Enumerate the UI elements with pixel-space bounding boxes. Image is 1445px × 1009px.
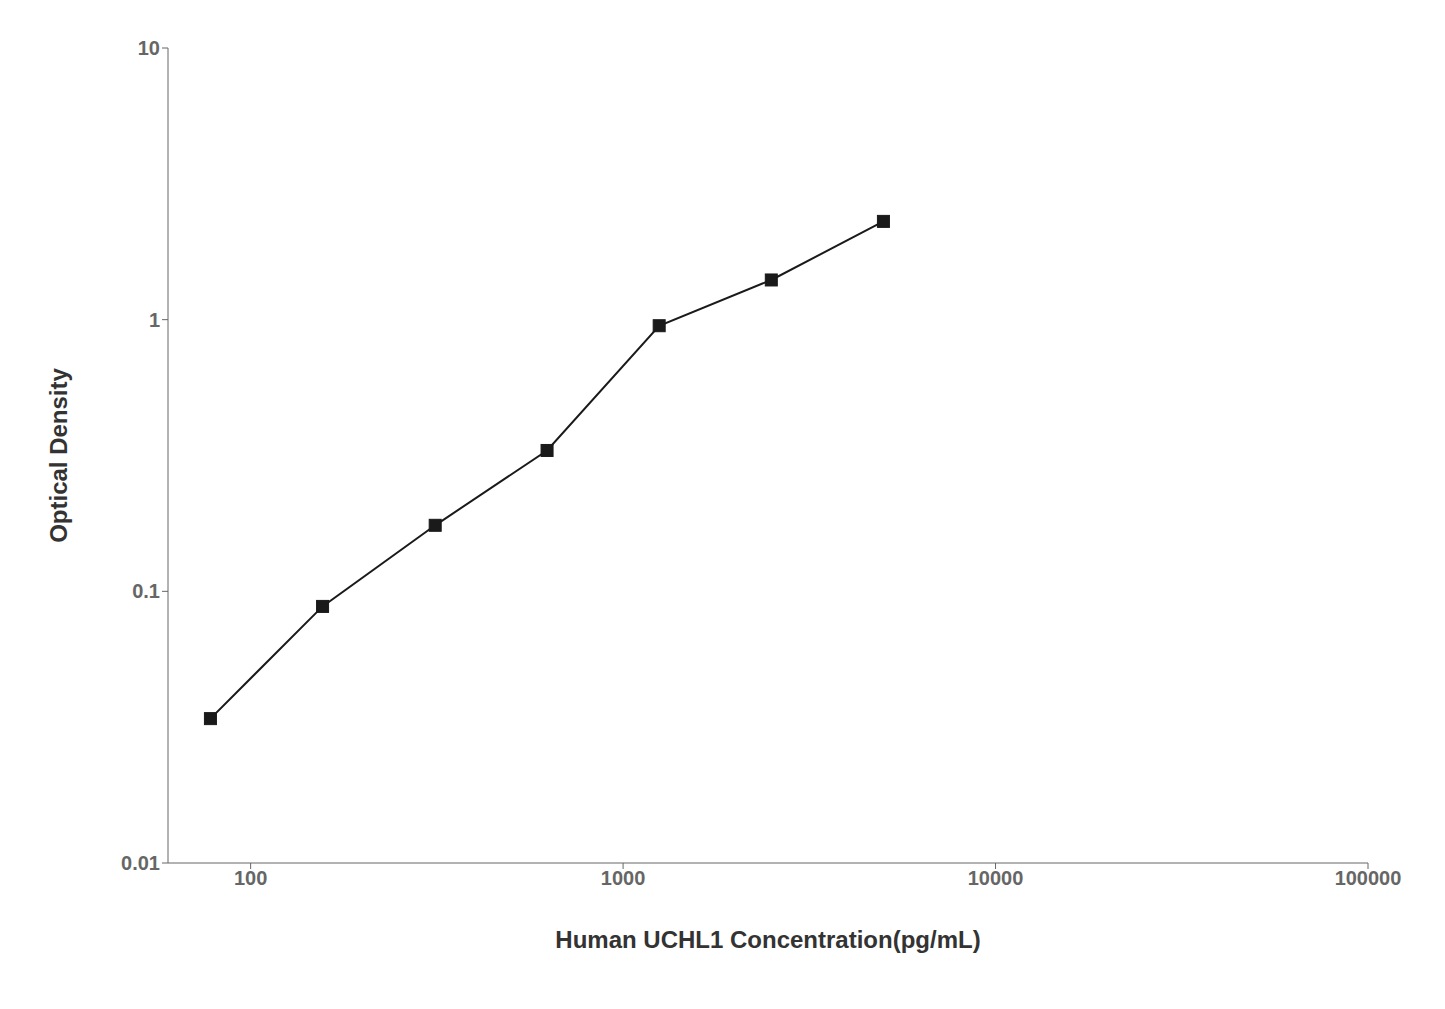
svg-text:Human UCHL1 Concentration(pg/m: Human UCHL1 Concentration(pg/mL) xyxy=(555,926,980,953)
svg-text:10000: 10000 xyxy=(968,867,1024,889)
svg-text:1000: 1000 xyxy=(601,867,646,889)
svg-text:100000: 100000 xyxy=(1335,867,1402,889)
svg-text:100: 100 xyxy=(234,867,267,889)
svg-text:Optical Density: Optical Density xyxy=(45,367,72,542)
svg-text:1: 1 xyxy=(149,309,160,331)
svg-text:10: 10 xyxy=(138,37,160,59)
svg-text:0.01: 0.01 xyxy=(121,852,160,874)
svg-text:0.1: 0.1 xyxy=(132,580,160,602)
